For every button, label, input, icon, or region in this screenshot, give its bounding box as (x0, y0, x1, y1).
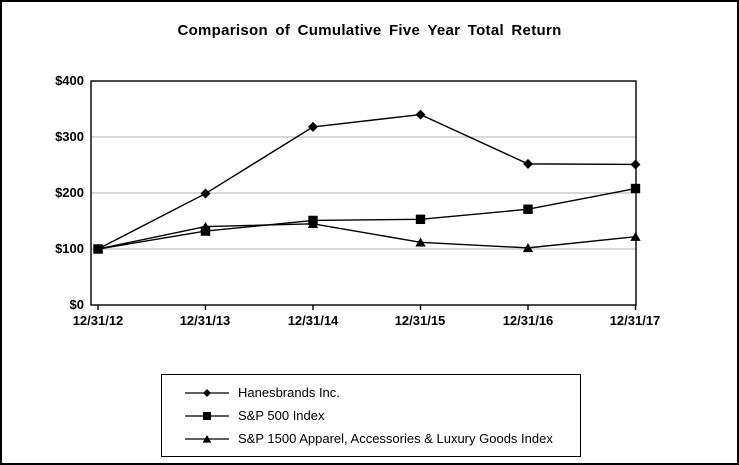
x-axis-tick-label: 12/31/14 (287, 313, 339, 328)
y-axis-tick-label: $100 (55, 241, 84, 256)
chart-legend: Hanesbrands Inc. S&P 500 Index S&P 1500 … (161, 374, 581, 457)
y-axis-tick-label: $0 (69, 297, 84, 312)
x-axis-tick-label: 12/31/12 (72, 313, 124, 328)
x-axis-tick-label: 12/31/15 (394, 313, 446, 328)
legend-item-sp500: S&P 500 Index (185, 408, 580, 423)
x-axis-tick-label: 12/31/16 (502, 313, 554, 328)
diamond-marker-icon (185, 388, 229, 397)
legend-item-hanesbrands: Hanesbrands Inc. (185, 385, 580, 400)
square-marker-icon (185, 411, 229, 420)
legend-item-sp1500-apparel: S&P 1500 Apparel, Accessories & Luxury G… (185, 431, 580, 446)
y-axis-tick-label: $400 (55, 73, 84, 88)
x-axis-tick-label: 12/31/17 (609, 313, 661, 328)
legend-label: Hanesbrands Inc. (238, 385, 340, 400)
legend-label: S&P 1500 Apparel, Accessories & Luxury G… (238, 431, 553, 446)
y-axis-tick-label: $200 (55, 185, 84, 200)
y-axis-tick-label: $300 (55, 129, 84, 144)
chart-title: Comparison of Cumulative Five Year Total… (177, 22, 562, 39)
x-axis-tick-label: 12/31/13 (179, 313, 231, 328)
triangle-marker-icon (185, 434, 229, 443)
legend-label: S&P 500 Index (238, 408, 325, 423)
